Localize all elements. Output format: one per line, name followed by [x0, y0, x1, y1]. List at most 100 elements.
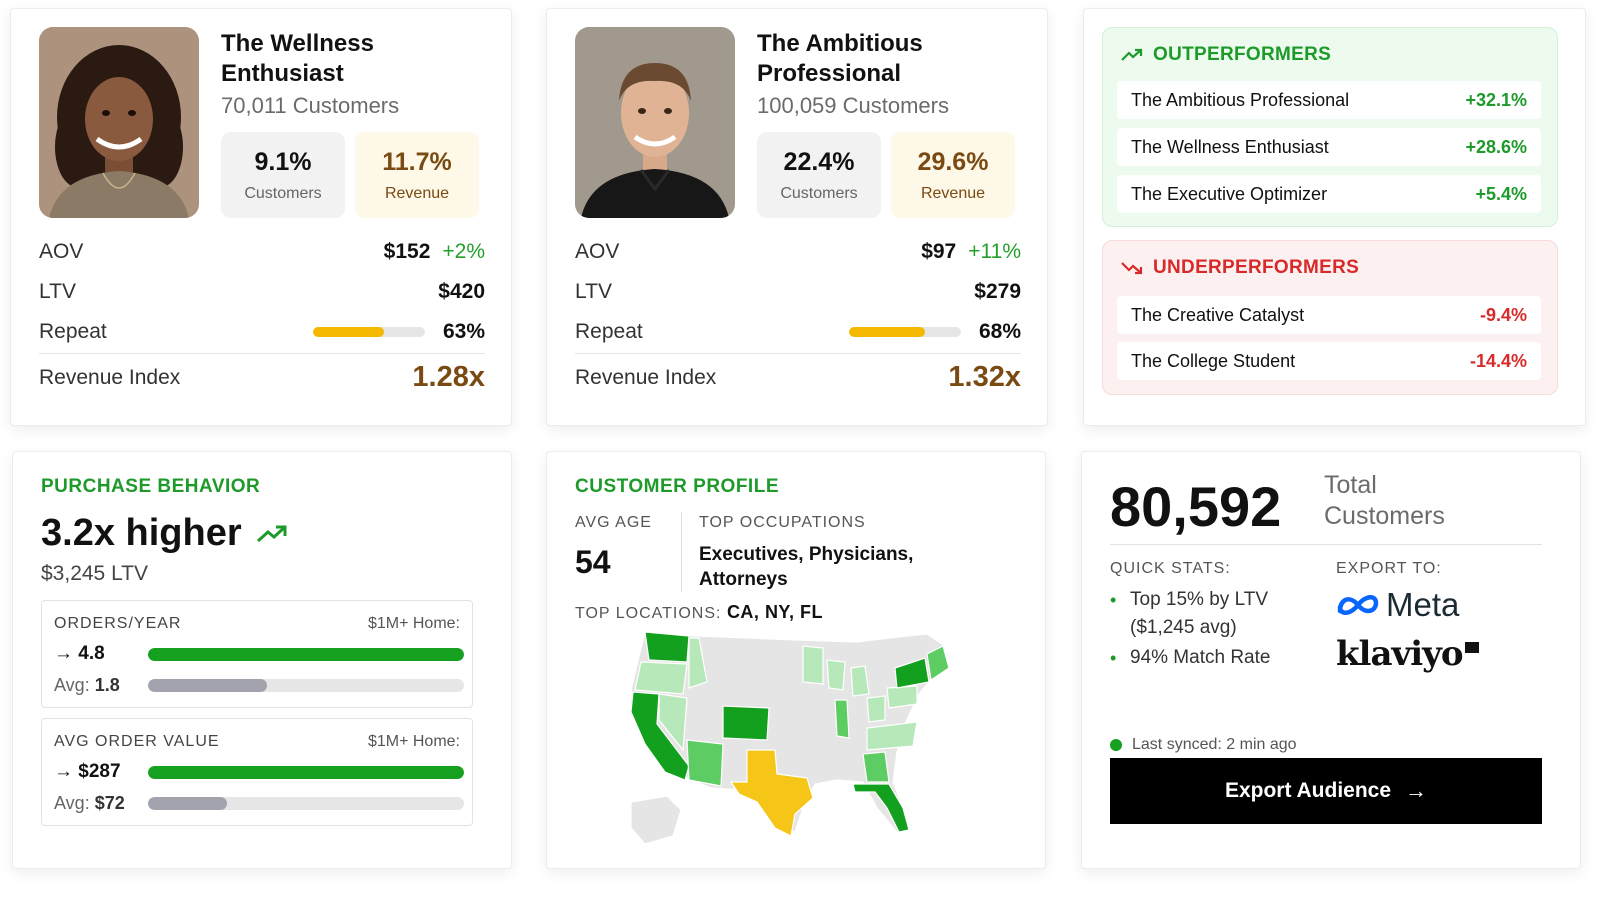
quick-stats-title: QUICK STATS:: [1110, 560, 1231, 577]
divider: [39, 353, 485, 354]
state-ne: [926, 645, 950, 682]
orders-per-year-box: ORDERS/YEAR $1M+ Home: → 4.8 Avg: 1.8: [41, 600, 473, 708]
quick-stats-list: Top 15% by LTV ($1,245 avg) 94% Match Ra…: [1110, 586, 1320, 674]
meta-label: Meta: [1386, 586, 1460, 623]
customers-share-box: 22.4% Customers: [757, 132, 881, 218]
comparison-avg: Avg: 1.8: [54, 675, 120, 696]
performance-value: +32.1%: [1465, 89, 1527, 110]
meta-infinity-icon: [1337, 595, 1379, 615]
avg-value: $72: [94, 793, 125, 813]
avg-label: Avg:: [54, 793, 90, 813]
sync-text: Last synced: 2 min ago: [1132, 736, 1297, 753]
value-bar-track: [148, 766, 464, 779]
revenue-share-box: 11.7% Revenue: [355, 132, 479, 218]
meta-logo[interactable]: Meta: [1336, 586, 1459, 624]
repeat-progress-fill: [848, 327, 926, 337]
revenue-share-value: 11.7%: [382, 148, 452, 176]
locations-value: CA, NY, FL: [726, 602, 823, 622]
comparison-title: AVG ORDER VALUE: [54, 733, 220, 750]
repeat-label: Repeat: [39, 320, 107, 343]
outperformer-row[interactable]: The Ambitious Professional +32.1%: [1117, 81, 1541, 119]
list-item: Top 15% by LTV ($1,245 avg): [1110, 586, 1320, 642]
revenue-index-label: Revenue Index: [575, 365, 717, 389]
underperformers-panel: UNDERPERFORMERS The Creative Catalyst -9…: [1102, 240, 1558, 395]
value-bar-track: [148, 648, 464, 661]
trend-up-icon: [256, 525, 287, 542]
total-customers-number: 80,592: [1110, 475, 1282, 538]
state-il: [834, 699, 850, 739]
performance-value: -9.4%: [1479, 304, 1527, 325]
avg-age-label: AVG AGE: [575, 514, 652, 531]
avg-bar-fill: [148, 797, 228, 810]
repeat-progress-fill: [312, 327, 384, 337]
divider: [1110, 544, 1542, 545]
ltv-value: $420: [438, 280, 485, 303]
underperformer-row[interactable]: The Creative Catalyst -9.4%: [1117, 296, 1541, 334]
persona-name: The College Student: [1131, 350, 1296, 371]
customers-share-label: Customers: [244, 185, 322, 202]
list-item: 94% Match Rate: [1110, 644, 1320, 672]
comparison-note: $1M+ Home:: [367, 615, 460, 632]
persona-card-ambitious: The Ambitious Professional 100,059 Custo…: [546, 8, 1048, 426]
status-dot-icon: [1110, 739, 1122, 751]
repeat-label: Repeat: [575, 320, 643, 343]
occupations-value: Executives, Physicians, Attorneys: [699, 544, 914, 590]
repeat-value: 63%: [442, 320, 485, 343]
comparison-title: ORDERS/YEAR: [54, 615, 182, 632]
comparison-value: → 4.8: [54, 643, 105, 664]
customers-share-label: Customers: [780, 185, 858, 202]
revenue-share-value: 29.6%: [917, 148, 989, 176]
performance-card: OUTPERFORMERS The Ambitious Professional…: [1083, 8, 1586, 426]
state-or: [634, 661, 688, 695]
revenue-index-label: Revenue Index: [39, 365, 181, 389]
underperformer-row[interactable]: The College Student -14.4%: [1117, 342, 1541, 380]
trend-up-icon: [1121, 48, 1143, 61]
repeat-row: Repeat 63%: [39, 316, 485, 348]
performance-value: +5.4%: [1475, 183, 1527, 204]
customers-share-value: 9.1%: [254, 148, 312, 176]
state-wa: [644, 632, 690, 663]
export-card: 80,592 Total Customers QUICK STATS: Top …: [1081, 451, 1581, 869]
klaviyo-logo[interactable]: klaviyo: [1336, 634, 1479, 674]
ltv-row: LTV $420: [39, 276, 485, 308]
comparison-value: → $287: [54, 761, 121, 782]
customers-share-box: 9.1% Customers: [221, 132, 345, 218]
state-co: [722, 705, 770, 741]
klaviyo-label: klaviyo: [1336, 634, 1464, 674]
locations-label: TOP LOCATIONS:: [575, 605, 722, 622]
persona-photo-wellness: [39, 27, 199, 218]
aov-row: AOV $152 +2%: [39, 236, 485, 268]
top-locations: TOP LOCATIONS: CA, NY, FL: [575, 602, 823, 623]
revenue-index-row: Revenue Index 1.28x: [39, 361, 485, 394]
ltv-row: LTV $279: [575, 276, 1021, 308]
arrow-right-icon: →: [1405, 778, 1428, 803]
state-va-nc: [866, 721, 918, 751]
revenue-share-label: Revenue: [920, 185, 986, 202]
us-map: [630, 632, 950, 845]
persona-customer-count: 70,011 Customers: [221, 93, 400, 118]
persona-name: The Ambitious Professional: [757, 30, 923, 87]
state-ny: [894, 657, 930, 689]
export-audience-button[interactable]: Export Audience →: [1110, 758, 1542, 824]
revenue-index-value: 1.32x: [948, 361, 1021, 393]
outperformer-row[interactable]: The Executive Optimizer +5.4%: [1117, 175, 1541, 213]
aov-label: AOV: [39, 240, 84, 263]
state-id: [688, 637, 708, 689]
state-az: [686, 739, 724, 787]
purchase-headline-text: 3.2x higher: [41, 512, 242, 554]
aov-row: AOV $97 +11%: [575, 236, 1021, 268]
avg-bar-track: [148, 679, 464, 692]
aov-label: AOV: [575, 240, 620, 263]
state-fl: [852, 783, 910, 833]
state-wi: [826, 659, 846, 691]
state-oh: [866, 695, 886, 723]
revenue-share-box: 29.6% Revenue: [891, 132, 1015, 218]
section-title: CUSTOMER PROFILE: [575, 476, 779, 497]
revenue-index-row: Revenue Index 1.32x: [575, 361, 1021, 394]
aov-delta: +2%: [442, 240, 485, 263]
section-title: PURCHASE BEHAVIOR: [41, 476, 261, 497]
state-ga: [862, 751, 890, 783]
outperformer-row[interactable]: The Wellness Enthusiast +28.6%: [1117, 128, 1541, 166]
aov-value: $97: [921, 240, 957, 263]
state-nv: [658, 693, 688, 752]
